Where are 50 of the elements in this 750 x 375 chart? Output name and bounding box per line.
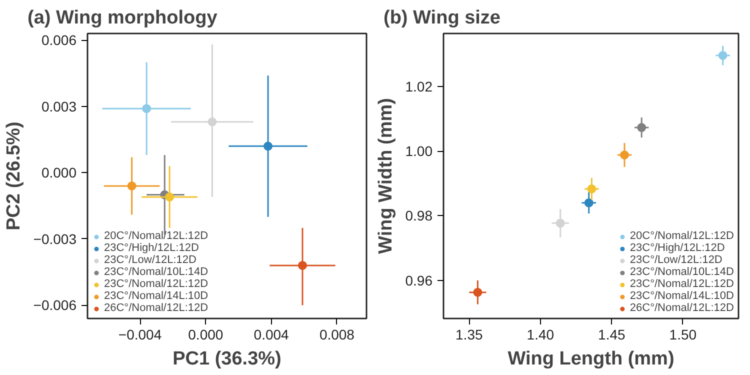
y-tick-label: 1.00 <box>405 143 433 160</box>
x-tick-label: 1.45 <box>598 326 626 342</box>
point <box>587 184 596 194</box>
y-tick-label: −0.006 <box>33 297 77 314</box>
legend-label: 20C°/Nomal/12L:12D <box>104 230 208 242</box>
point <box>620 150 629 160</box>
x-tick-label: 0.008 <box>319 326 355 342</box>
x-tick-label: 1.35 <box>456 326 483 342</box>
point <box>718 50 728 60</box>
legend-label: 23C°/High/12L:12D <box>630 242 725 254</box>
legend-label: 23C°/Nomal/12L:12D <box>104 278 208 290</box>
x-tick-label: 1.50 <box>669 326 697 342</box>
point <box>473 288 482 297</box>
y-tick-label: 0.98 <box>405 208 433 224</box>
legend-label: 23C°/Nomal/14L:10D <box>104 290 208 302</box>
point <box>208 117 217 126</box>
x-tick-label: 0.004 <box>254 326 290 342</box>
point <box>165 192 174 202</box>
x-axis-title: Wing Length (mm) <box>508 348 674 370</box>
point <box>127 181 136 190</box>
x-tick-label: 0.000 <box>188 326 224 342</box>
point <box>264 142 273 151</box>
point <box>556 218 565 228</box>
legend-label: 23C°/Low/12L:12D <box>104 254 196 266</box>
y-tick-label: 0.000 <box>41 164 77 181</box>
legend-label: 26C°/Nomal/12L:12D <box>104 302 208 314</box>
legend-label: 20C°/Nomal/12L:12D <box>630 230 734 242</box>
point <box>637 123 646 132</box>
legend-label: 23C°/Nomal/10L:14D <box>104 266 208 278</box>
y-axis-title: Wing Width (mm) <box>375 98 396 254</box>
y-tick-label: 1.02 <box>405 78 433 94</box>
chart-title: (a) Wing morphology <box>28 8 218 28</box>
point <box>298 260 307 270</box>
x-axis-title: PC1 (36.3%) <box>172 348 282 370</box>
x-tick-label: 1.40 <box>526 326 554 342</box>
point <box>142 104 152 114</box>
y-tick-label: 0.006 <box>41 32 77 48</box>
y-axis-title: PC2 (26.5%) <box>3 122 24 230</box>
legend-label: 23C°/Nomal/12L:12D <box>630 278 734 290</box>
y-tick-label: 0.96 <box>405 272 433 288</box>
legend-label: 23C°/Low/12L:12D <box>630 254 722 266</box>
y-tick-label: −0.003 <box>33 230 77 247</box>
legend-label: 23C°/Nomal/10L:14D <box>630 266 734 278</box>
chart-title: (b) Wing size <box>384 8 500 28</box>
point <box>584 198 594 208</box>
x-tick-label: −0.004 <box>118 326 162 342</box>
y-tick-label: 0.003 <box>41 98 77 114</box>
legend-label: 23C°/Nomal/14L:10D <box>630 290 734 302</box>
legend-label: 23C°/High/12L:12D <box>104 242 199 254</box>
legend-label: 26C°/Nomal/12L:12D <box>630 302 734 314</box>
